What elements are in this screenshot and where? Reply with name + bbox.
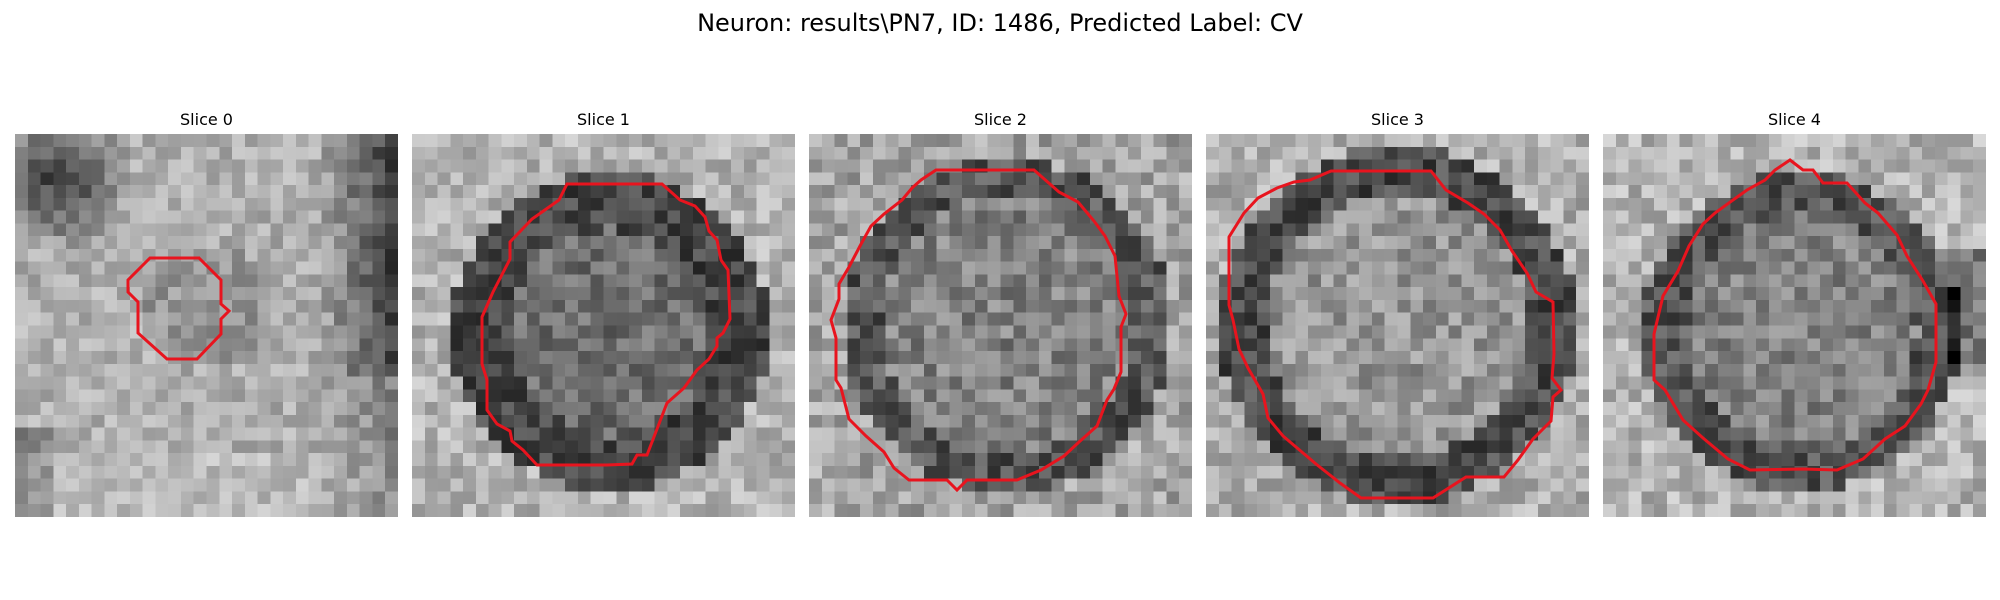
segmentation-contour-2	[829, 168, 1128, 493]
slice-contour-layer-0	[126, 256, 232, 361]
segmentation-contour-4	[1652, 158, 1938, 472]
slice-title-2: Slice 2	[974, 110, 1027, 129]
slice-contour-layer-3	[1227, 169, 1564, 500]
slice-title-1: Slice 1	[577, 110, 630, 129]
slice-pixels-1	[412, 134, 795, 517]
slice-panel-0: Slice 0	[15, 108, 398, 518]
slice-pixels-2	[809, 134, 1192, 517]
slice-title-4: Slice 4	[1768, 110, 1821, 129]
segmentation-contour-3	[1227, 169, 1564, 500]
slice-title-0: Slice 0	[180, 110, 233, 129]
slice-image-2	[809, 134, 1192, 517]
slice-image-1	[412, 134, 795, 517]
slice-contour-layer-2	[829, 168, 1128, 493]
slice-panel-4: Slice 4	[1603, 108, 1986, 518]
segmentation-contour-0	[126, 256, 232, 361]
figure-title: Neuron: results\PN7, ID: 1486, Predicted…	[697, 9, 1303, 37]
slice-image-0	[15, 134, 398, 517]
slice-contour-layer-4	[1652, 158, 1938, 472]
slice-contour-layer-1	[480, 182, 732, 467]
slice-title-3: Slice 3	[1371, 110, 1424, 129]
slice-pixels-4	[1603, 134, 1986, 517]
slice-pixels-0	[15, 134, 398, 517]
slice-panel-2: Slice 2	[809, 108, 1192, 518]
slice-image-3	[1206, 134, 1589, 517]
segmentation-contour-1	[480, 182, 732, 467]
slice-panel-3: Slice 3	[1206, 108, 1589, 518]
slice-image-4	[1603, 134, 1986, 517]
slice-pixels-3	[1206, 134, 1589, 517]
slice-panel-1: Slice 1	[412, 108, 795, 518]
